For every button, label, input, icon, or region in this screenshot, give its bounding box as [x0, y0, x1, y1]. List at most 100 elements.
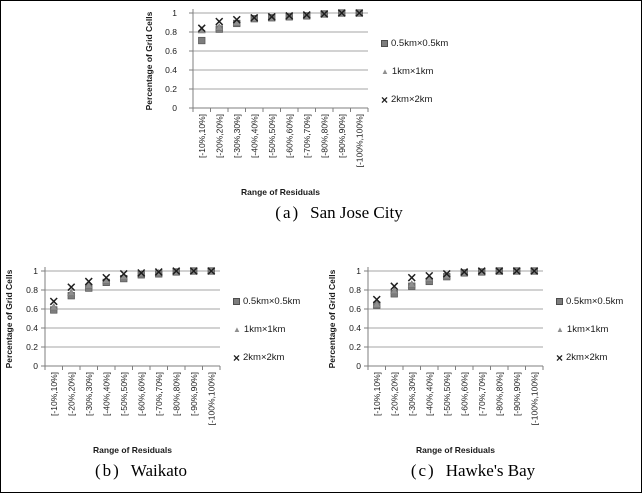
square-marker-icon: [556, 298, 563, 305]
square-marker-icon: [233, 298, 240, 305]
legend-item: ▲ 1km×1km: [381, 65, 448, 78]
data-point-x: [320, 10, 329, 18]
legend-item: ▲ 1km×1km: [556, 323, 623, 336]
x-tick-label: [-50%,50%]: [442, 372, 452, 416]
legend-label: 0.5km×0.5km: [243, 296, 301, 307]
chart-san-jose-city: Percentage of Grid Cells 0 0.2 0.4 0.6 0.8 1[…: [144, 1, 479, 235]
data-point-triangle: [84, 281, 93, 289]
x-tick-label: [-40%,40%]: [101, 372, 111, 416]
data-point-x: [425, 271, 434, 280]
x-tick-label: [-100%,100%]: [354, 114, 364, 167]
x-tick-label: [-90%,90%]: [512, 372, 522, 416]
y-tick-label: 0.4: [165, 65, 177, 75]
data-point-x: [189, 267, 198, 275]
caption-title: Hawke's Bay: [445, 461, 536, 480]
x-tick-label: [-60%,60%]: [136, 372, 146, 416]
data-point-x: [512, 267, 521, 275]
data-point-x: [84, 277, 93, 286]
caption-index: (b): [94, 461, 121, 480]
scatter-plot: 0 0.2 0.4 0.6 0.8 1 [-10%,10%] [-20%,20%] [-30%,…: [165, 8, 369, 167]
x-tick-label: [-10%,10%]: [197, 114, 207, 158]
data-point-triangle: [372, 300, 381, 308]
x-axis-title: Range of Residuals: [93, 445, 172, 455]
triangle-marker-icon: ▲: [233, 324, 241, 334]
y-tick-label: 0: [172, 103, 177, 113]
data-point-x: [495, 267, 504, 275]
data-point-x: [285, 11, 294, 20]
x-tick-label: [-80%,80%]: [494, 372, 504, 416]
y-tick-label: 0.2: [26, 342, 38, 352]
data-point-x: [302, 10, 311, 19]
legend-item: × 2km×2km: [556, 351, 623, 364]
x-tick-label: [-60%,60%]: [284, 114, 294, 158]
x-tick-label: [-70%,70%]: [302, 114, 312, 158]
legend-label: 2km×2km: [566, 352, 608, 363]
y-tick-label: 0.8: [349, 285, 361, 295]
data-point-x: [207, 267, 216, 275]
y-tick-label: 1: [33, 266, 38, 276]
y-tick-label: 0.4: [349, 323, 361, 333]
x-tick-label: [-50%,50%]: [267, 114, 277, 158]
data-point-x: [232, 15, 241, 24]
data-point-x: [137, 268, 146, 277]
y-tick-label: 0.6: [165, 46, 177, 56]
x-marker-icon: ×: [556, 350, 564, 365]
x-tick-label: [-30%,30%]: [84, 372, 94, 416]
triangle-marker-icon: ▲: [556, 324, 564, 334]
data-point-x: [390, 282, 399, 291]
legend-item: 0.5km×0.5km: [556, 295, 623, 308]
y-tick-label: 0.6: [26, 304, 38, 314]
caption-index: (c): [410, 461, 436, 480]
data-point-x: [267, 12, 276, 21]
data-point-triangle: [407, 280, 416, 288]
data-point-x: [67, 283, 76, 292]
triangle-marker-icon: ▲: [381, 66, 389, 76]
x-tick-label: [-80%,80%]: [171, 372, 181, 416]
legend-label: 1km×1km: [243, 324, 286, 335]
data-point-x: [102, 273, 111, 282]
y-tick-label: 0.2: [165, 84, 177, 94]
x-tick-label: [-90%,90%]: [189, 372, 199, 416]
legend-item: 0.5km×0.5km: [381, 37, 448, 50]
data-point-x: [49, 297, 58, 306]
scatter-plot: 0 0.2 0.4 0.6 0.8 1 [-10%,10%] [-20%,20%] [-30%,…: [26, 266, 221, 425]
caption-title: San Jose City: [310, 203, 403, 222]
data-point-triangle: [215, 23, 224, 31]
x-tick-label: [-40%,40%]: [424, 372, 434, 416]
legend-label: 1km×1km: [566, 324, 609, 335]
legend-label: 1km×1km: [391, 66, 434, 77]
data-point-x: [372, 295, 381, 304]
chart-caption: (c) Hawke's Bay: [343, 461, 603, 481]
x-tick-label: [-100%,100%]: [206, 372, 216, 425]
x-tick-label: [-30%,30%]: [232, 114, 242, 158]
y-tick-label: 0.6: [349, 304, 361, 314]
data-point-x: [215, 17, 224, 26]
data-point-triangle: [49, 302, 58, 311]
x-tick-label: [-30%,30%]: [407, 372, 417, 416]
data-point-triangle: [390, 286, 399, 295]
y-tick-label: 1: [172, 8, 177, 18]
y-tick-label: 0.4: [26, 323, 38, 333]
x-tick-label: [-20%,20%]: [66, 372, 76, 416]
x-tick-label: [-70%,70%]: [154, 372, 164, 416]
x-axis-title: Range of Residuals: [416, 445, 495, 455]
chart-waikato: Percentage of Grid Cells 0 0.2 0.4 0.6 0.8 1[…: [1, 259, 331, 492]
data-point-x: [197, 24, 206, 33]
x-tick-label: [-10%,10%]: [49, 372, 59, 416]
data-point-x: [119, 269, 128, 278]
data-point-triangle: [67, 288, 76, 296]
data-point-x: [250, 13, 259, 22]
x-tick-label: [-60%,60%]: [459, 372, 469, 416]
data-point-x: [477, 267, 486, 275]
y-tick-label: 0.8: [26, 285, 38, 295]
x-tick-label: [-10%,10%]: [372, 372, 382, 416]
y-tick-label: 0: [356, 361, 361, 371]
data-point-x: [407, 273, 416, 282]
chart-hawkes-bay: Percentage of Grid Cells 0 0.2 0.4 0.6 0.8 1[…: [324, 259, 641, 492]
x-tick-label: [-100%,100%]: [529, 372, 539, 425]
data-point-x: [154, 268, 163, 276]
x-tick-label: [-40%,40%]: [249, 114, 259, 158]
legend-label: 0.5km×0.5km: [391, 38, 449, 49]
data-point-x: [460, 268, 469, 276]
legend-item: 0.5km×0.5km: [233, 295, 300, 308]
